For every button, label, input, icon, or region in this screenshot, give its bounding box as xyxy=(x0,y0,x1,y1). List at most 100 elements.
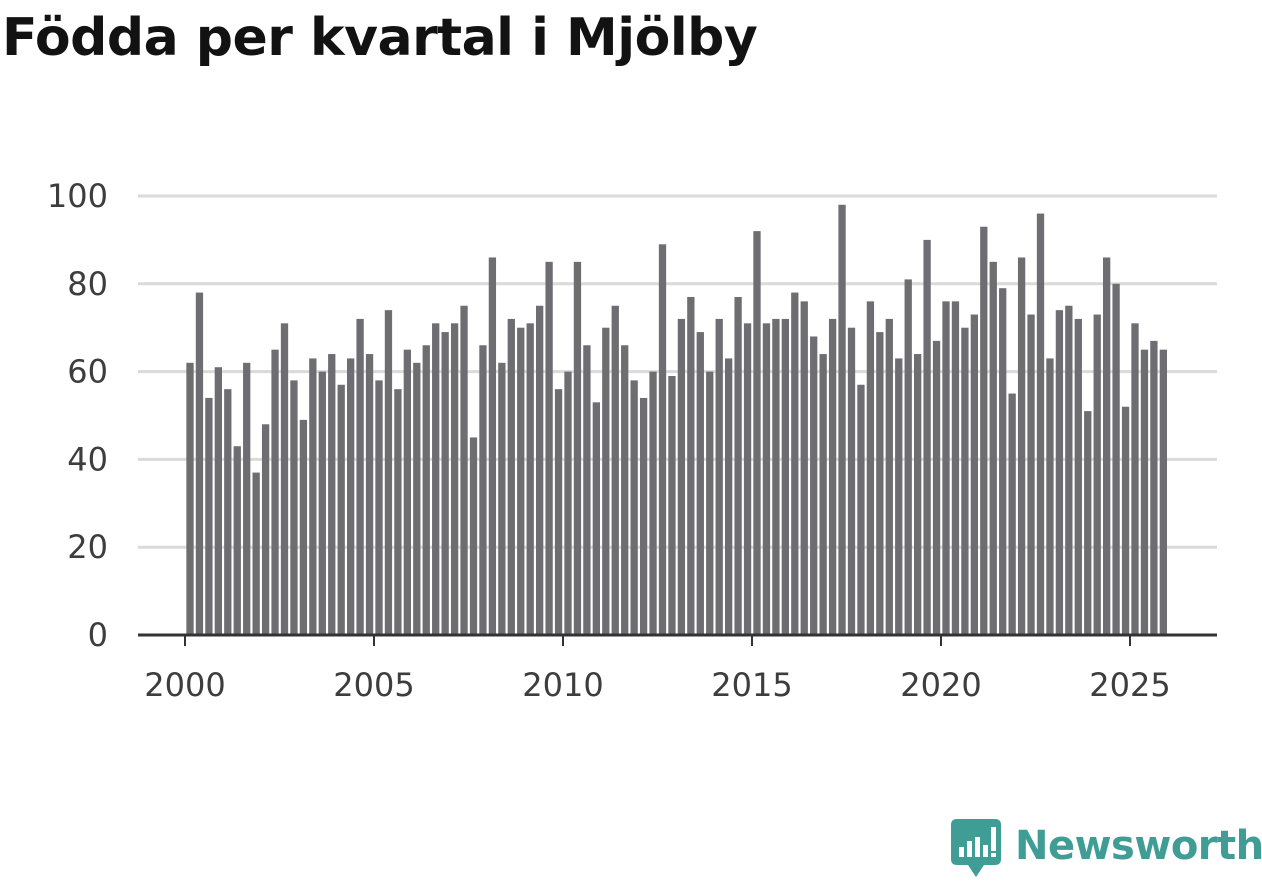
bar xyxy=(791,292,799,635)
y-tick-label: 40 xyxy=(67,440,108,478)
x-tick-label: 2010 xyxy=(522,666,603,704)
bar xyxy=(1093,314,1101,635)
y-tick-label: 100 xyxy=(47,177,108,215)
bar xyxy=(469,437,478,635)
bar xyxy=(460,305,468,635)
bar xyxy=(668,375,676,635)
bar xyxy=(214,367,222,635)
bar xyxy=(621,345,629,635)
bar xyxy=(195,292,204,635)
bar xyxy=(1055,310,1064,635)
bar xyxy=(243,362,251,635)
bar xyxy=(422,345,430,635)
bar xyxy=(989,261,997,635)
bar xyxy=(1121,406,1130,635)
bar xyxy=(914,354,922,635)
bar xyxy=(1017,257,1026,635)
bar xyxy=(299,419,308,635)
bar xyxy=(507,318,515,635)
bar xyxy=(762,323,771,635)
bar xyxy=(649,371,657,635)
chart-title: Födda per kvartal i Mjölby xyxy=(2,8,758,68)
bar xyxy=(347,358,355,635)
bar xyxy=(252,472,260,635)
bar xyxy=(800,301,808,635)
y-tick-label: 20 xyxy=(67,528,108,566)
bar xyxy=(233,446,241,635)
bar xyxy=(611,305,619,635)
bar xyxy=(545,261,553,635)
bar xyxy=(658,244,667,636)
bar xyxy=(1046,358,1054,635)
bar xyxy=(1131,323,1139,635)
bar xyxy=(526,323,534,635)
bar xyxy=(309,358,317,635)
bar xyxy=(828,318,837,635)
bar xyxy=(1159,349,1167,635)
x-tick-label: 2025 xyxy=(1089,666,1170,704)
bar xyxy=(1027,314,1035,635)
bar xyxy=(564,371,572,635)
newsworthy-logo: Newsworthy xyxy=(951,819,1262,881)
bar xyxy=(554,389,563,635)
brand-name: Newsworthy xyxy=(1015,823,1262,869)
bar xyxy=(261,424,270,635)
y-tick-label: 60 xyxy=(67,353,108,391)
bar xyxy=(441,332,449,635)
bar xyxy=(375,380,383,635)
bar xyxy=(1036,213,1045,635)
bar xyxy=(328,354,336,635)
x-tick-label: 2000 xyxy=(144,666,225,704)
bar xyxy=(1084,411,1092,635)
bar xyxy=(715,318,723,635)
bar xyxy=(696,332,704,635)
bar xyxy=(413,362,421,635)
bar xyxy=(365,354,374,635)
bar xyxy=(725,358,733,635)
bar xyxy=(677,318,686,635)
bar xyxy=(772,318,780,635)
bar xyxy=(639,397,648,635)
bar xyxy=(280,323,289,635)
bar xyxy=(479,345,487,635)
bar xyxy=(384,310,393,635)
bar xyxy=(1112,283,1120,635)
bar xyxy=(1065,305,1073,635)
bar xyxy=(1008,393,1016,635)
x-tick-label: 2005 xyxy=(333,666,414,704)
bar xyxy=(838,204,846,635)
bar xyxy=(403,349,411,635)
bar xyxy=(573,261,582,635)
bar xyxy=(186,362,194,635)
bar xyxy=(450,323,459,635)
bar xyxy=(734,296,742,635)
bar xyxy=(980,226,988,636)
y-tick-label: 80 xyxy=(67,265,108,303)
bar xyxy=(394,389,402,635)
bar xyxy=(205,397,213,635)
bar xyxy=(970,314,978,635)
bar xyxy=(847,327,856,635)
bar xyxy=(999,288,1007,635)
bar xyxy=(932,340,941,635)
bar xyxy=(583,345,591,635)
bar xyxy=(271,349,279,635)
labels: 0 20 40 60 80 100 2000 2005 2010 2015 2020 2025 xyxy=(47,177,1171,704)
bar xyxy=(224,389,232,635)
bar-chart-bubble-icon xyxy=(951,819,1001,877)
axes xyxy=(138,633,1217,646)
bar xyxy=(942,301,950,635)
bar xyxy=(810,336,818,635)
bar xyxy=(866,301,875,635)
bar xyxy=(743,323,752,635)
bar xyxy=(602,327,610,635)
bar xyxy=(951,301,960,635)
bar xyxy=(337,384,345,635)
y-tick-label: 0 xyxy=(88,616,108,654)
bar xyxy=(885,318,893,635)
bar xyxy=(536,305,544,635)
bar xyxy=(904,279,912,635)
bar xyxy=(857,384,865,635)
bar xyxy=(1150,340,1158,635)
